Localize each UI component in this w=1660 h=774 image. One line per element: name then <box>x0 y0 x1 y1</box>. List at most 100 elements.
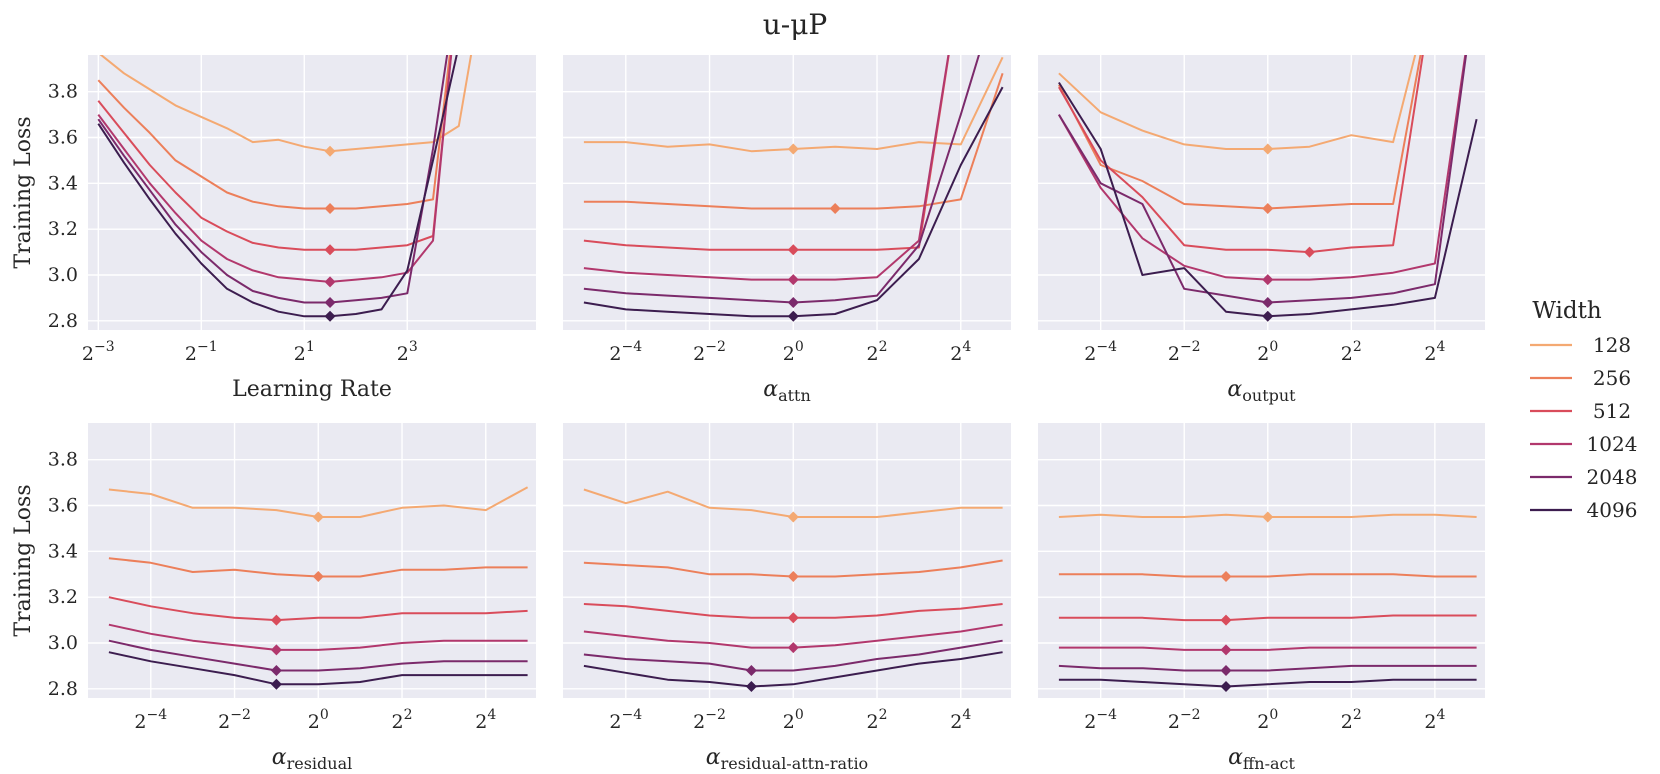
y-tick-label: 3.2 <box>48 586 78 608</box>
optimum-marker-128 <box>787 143 799 155</box>
x-axis-label: αffn-act <box>1228 745 1295 773</box>
x-tick-label: 22 <box>392 707 413 733</box>
x-tick-label: 22 <box>867 707 888 733</box>
tick-exponent: 1 <box>306 339 315 355</box>
x-tick-label: 2−1 <box>185 339 218 365</box>
tick-base: 2 <box>1424 343 1436 365</box>
y-tick-label: 3.4 <box>48 540 78 562</box>
optimum-marker-128 <box>324 145 336 157</box>
optimum-marker-512 <box>1220 614 1232 626</box>
series-line-128 <box>99 55 473 153</box>
tick-base: 2 <box>1341 711 1353 733</box>
series-line-512 <box>108 596 528 622</box>
optimum-marker-256 <box>324 203 336 215</box>
legend-label-128: 128 <box>1593 333 1631 357</box>
tick-exponent: 0 <box>1269 339 1278 355</box>
x-tick-label: 21 <box>294 339 315 365</box>
legend-label-4096: 4096 <box>1587 498 1638 522</box>
tick-base: 2 <box>475 711 487 733</box>
y-tick-label: 3.8 <box>48 449 78 471</box>
series-group <box>1058 511 1477 693</box>
y-tick-label: 3.2 <box>48 218 78 240</box>
optimum-marker-2048 <box>324 297 336 308</box>
tick-base: 2 <box>1424 711 1436 733</box>
y-tick-label: 3.6 <box>48 127 78 149</box>
series-line-4096 <box>97 55 458 318</box>
x-tick-label: 23 <box>397 339 418 365</box>
tick-exponent: −4 <box>1096 339 1117 355</box>
optimum-marker-4096 <box>270 678 282 690</box>
legend-label-256: 256 <box>1593 366 1631 390</box>
tick-base: 2 <box>308 711 320 733</box>
tick-base: 2 <box>392 711 404 733</box>
x-axis-label-symbol: α <box>272 745 287 770</box>
y-tick-label: 2.8 <box>48 678 78 700</box>
y-tick-label: 2.8 <box>48 310 78 332</box>
tick-exponent: −4 <box>147 707 168 723</box>
optimum-marker-512 <box>324 244 336 256</box>
tick-base: 2 <box>1257 343 1269 365</box>
optimum-marker-4096 <box>1262 310 1274 322</box>
x-axis-label-subscript: output <box>1242 386 1296 405</box>
x-tick-label: 2−4 <box>1084 339 1117 365</box>
y-tick-label: 3.0 <box>48 264 78 286</box>
tick-base: 2 <box>397 343 409 365</box>
x-axis-label: αoutput <box>1227 377 1296 405</box>
series-line-1024 <box>108 623 528 651</box>
x-axis-label: Learning Rate <box>232 377 392 402</box>
x-tick-label: 24 <box>950 707 971 733</box>
tick-exponent: −2 <box>1180 339 1201 355</box>
tick-base: 2 <box>294 343 306 365</box>
series-line-4096 <box>583 651 1003 688</box>
tick-exponent: −2 <box>230 707 251 723</box>
x-tick-label: 2−4 <box>1084 707 1117 733</box>
series-line-2048 <box>108 639 528 672</box>
x-axis-label-subscript: attn <box>778 386 811 405</box>
series-group <box>583 55 1004 322</box>
series-line-512 <box>97 55 453 251</box>
tick-exponent: 2 <box>879 339 888 355</box>
plot-background <box>563 55 1011 330</box>
tick-exponent: −2 <box>1180 707 1201 723</box>
optimum-marker-4096 <box>1220 681 1232 693</box>
plot-background <box>1038 55 1485 330</box>
tick-base: 2 <box>609 711 621 733</box>
tick-exponent: 0 <box>795 339 804 355</box>
x-tick-label: 22 <box>1341 339 1362 365</box>
optimum-marker-128 <box>1262 143 1274 155</box>
x-tick-label: 2−2 <box>693 707 726 733</box>
optimum-marker-2048 <box>270 665 282 676</box>
optimum-marker-128 <box>1262 511 1274 523</box>
series-line-2048 <box>1058 664 1477 672</box>
x-axis-label: αresidual <box>272 745 353 773</box>
tick-exponent: 2 <box>1353 707 1362 723</box>
optimum-marker-2048 <box>1262 297 1274 308</box>
series-group <box>583 488 1003 693</box>
y-axis-label: Training Loss <box>11 116 36 268</box>
optimum-marker-2048 <box>1220 665 1232 676</box>
legend-label-2048: 2048 <box>1587 465 1638 489</box>
series-group <box>97 55 473 322</box>
series-line-2048 <box>583 639 1003 672</box>
series-line-512 <box>1058 614 1477 622</box>
series-line-512 <box>1058 55 1424 254</box>
x-tick-label: 2−2 <box>218 707 251 733</box>
y-axis-label: Training Loss <box>11 484 36 636</box>
tick-exponent: 4 <box>487 707 496 723</box>
plot-background <box>563 423 1011 698</box>
x-tick-label: 24 <box>1424 339 1445 365</box>
x-tick-label: 2−2 <box>1168 707 1201 733</box>
series-line-1024 <box>1058 646 1477 651</box>
plot-background <box>1038 423 1485 698</box>
tick-exponent: 4 <box>1436 707 1445 723</box>
tick-base: 2 <box>783 711 795 733</box>
x-tick-label: 22 <box>1341 707 1362 733</box>
figure-title: u-μP <box>762 8 828 41</box>
optimum-marker-128 <box>787 511 799 523</box>
x-tick-label: 20 <box>783 707 804 733</box>
tick-base: 2 <box>1341 343 1353 365</box>
